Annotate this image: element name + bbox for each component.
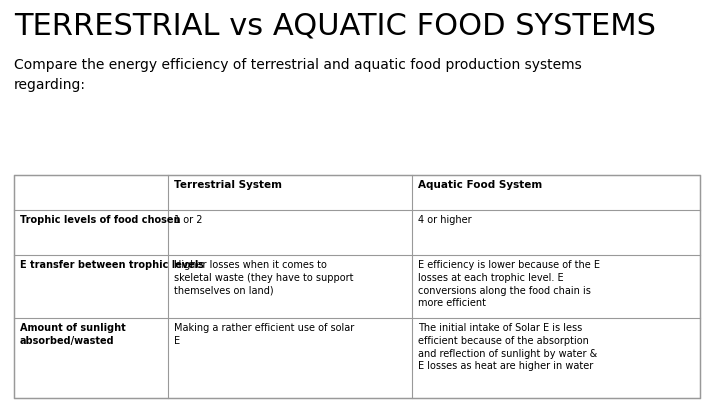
Text: 4 or higher: 4 or higher	[418, 215, 472, 225]
Text: Terrestrial System: Terrestrial System	[174, 180, 282, 190]
Text: Aquatic Food System: Aquatic Food System	[418, 180, 542, 190]
Text: E efficiency is lower because of the E
losses at each trophic level. E
conversio: E efficiency is lower because of the E l…	[418, 260, 600, 308]
Text: Trophic levels of food chosen: Trophic levels of food chosen	[20, 215, 181, 225]
Text: TERRESTRIAL vs AQUATIC FOOD SYSTEMS: TERRESTRIAL vs AQUATIC FOOD SYSTEMS	[14, 12, 656, 41]
Text: E transfer between trophic levels: E transfer between trophic levels	[20, 260, 204, 270]
Text: Amount of sunlight
absorbed/wasted: Amount of sunlight absorbed/wasted	[20, 323, 126, 346]
Text: The initial intake of Solar E is less
efficient because of the absorption
and re: The initial intake of Solar E is less ef…	[418, 323, 597, 371]
Bar	[14, 175, 700, 398]
Text: Compare the energy efficiency of terrestrial and aquatic food production systems: Compare the energy efficiency of terrest…	[14, 58, 582, 92]
Text: Higher losses when it comes to
skeletal waste (they have to support
themselves o: Higher losses when it comes to skeletal …	[174, 260, 354, 296]
Text: Making a rather efficient use of solar
E: Making a rather efficient use of solar E	[174, 323, 355, 346]
Text: 1 or 2: 1 or 2	[174, 215, 203, 225]
